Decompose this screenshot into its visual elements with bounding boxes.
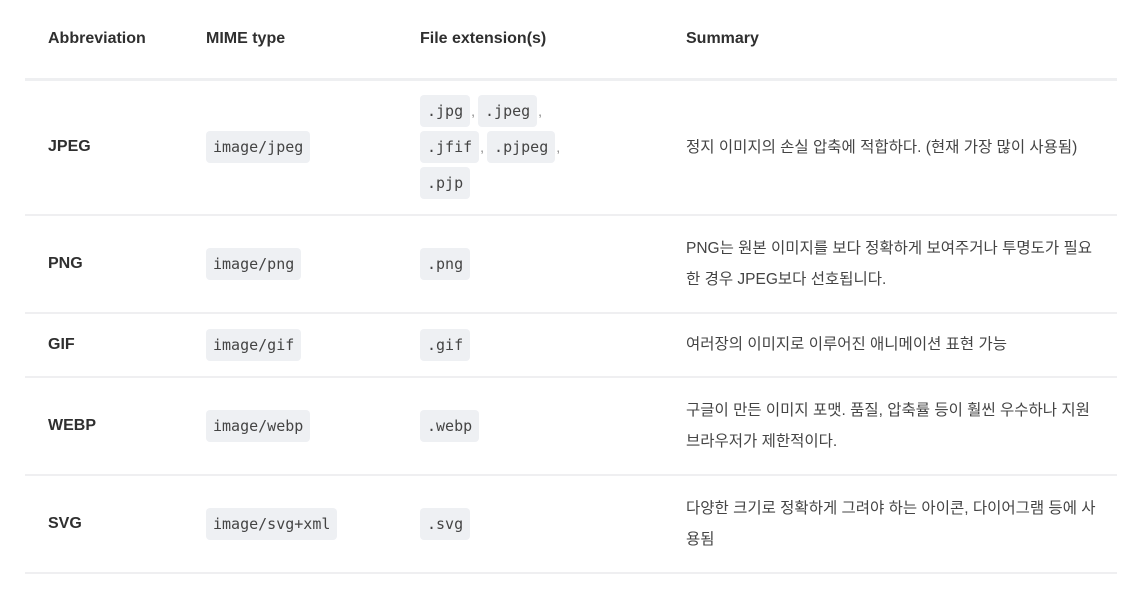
file-extensions-cell: .gif: [420, 312, 686, 378]
header-summary: Summary: [686, 0, 1117, 81]
mime-type-cell: image/gif: [206, 312, 420, 378]
file-extensions-cell: .svg: [420, 474, 686, 574]
file-extension-code: .jpg: [420, 95, 471, 128]
table-row: SVG image/svg+xml .svg 다양한 크기로 정확하게 그려야 …: [25, 474, 1117, 574]
summary-text: 정지 이미지의 손실 압축에 적합하다. (현재 가장 많이 사용됨): [686, 138, 1078, 156]
file-extension-code: .jpeg: [478, 95, 538, 128]
separator: ,: [556, 139, 561, 156]
header-file-extensions: File extension(s): [420, 0, 686, 81]
abbreviation-cell: JPEG: [25, 79, 206, 216]
abbreviation-cell: WEBP: [25, 376, 206, 476]
abbreviation-cell: GIF: [25, 312, 206, 378]
file-extension-code: .png: [420, 247, 471, 280]
mime-type-code: image/jpeg: [206, 131, 311, 164]
separator: ,: [538, 103, 543, 120]
mime-type-cell: image/svg+xml: [206, 474, 420, 574]
abbreviation-cell: PNG: [25, 214, 206, 314]
table-row: WEBP image/webp .webp 구글이 만든 이미지 포맷. 품질,…: [25, 376, 1117, 476]
summary-text: 구글이 만든 이미지 포맷. 품질, 압축률 등이 훨씬 우수하나 지원 브라우…: [686, 401, 1090, 450]
mime-type-cell: image/jpeg: [206, 79, 420, 216]
separator: ,: [480, 139, 485, 156]
summary-text: 여러장의 이미지로 이루어진 애니메이션 표현 가능: [686, 336, 1007, 353]
summary-cell: 구글이 만든 이미지 포맷. 품질, 압축률 등이 훨씬 우수하나 지원 브라우…: [686, 376, 1117, 476]
mime-type-code: image/gif: [206, 328, 302, 361]
table-row: PNG image/png .png PNG는 원본 이미지를 보다 정확하게 …: [25, 214, 1117, 314]
file-extension-code: .jfif: [420, 131, 480, 164]
mime-type-code: image/svg+xml: [206, 507, 338, 540]
abbreviation-cell: SVG: [25, 474, 206, 574]
file-extension-code: .pjpeg: [487, 131, 556, 164]
file-extension-code: .gif: [420, 328, 471, 361]
summary-cell: 정지 이미지의 손실 압축에 적합하다. (현재 가장 많이 사용됨): [686, 79, 1117, 216]
mime-type-cell: image/webp: [206, 376, 420, 476]
table-row: JPEG image/jpeg .jpg, .jpeg, .jfif, .pjpeg,…: [25, 79, 1117, 216]
mime-type-code: image/webp: [206, 409, 311, 442]
file-extension-code: .webp: [420, 409, 480, 442]
file-extension-code: .svg: [420, 507, 471, 540]
summary-text: 다양한 크기로 정확하게 그려야 하는 아이콘, 다이어그램 등에 사용됨: [686, 499, 1096, 548]
file-extensions-cell: .webp: [420, 376, 686, 476]
separator: ,: [471, 103, 476, 120]
summary-cell: 여러장의 이미지로 이루어진 애니메이션 표현 가능: [686, 312, 1117, 378]
header-mime-type: MIME type: [206, 0, 420, 81]
summary-cell: PNG는 원본 이미지를 보다 정확하게 보여주거나 투명도가 필요한 경우 J…: [686, 214, 1117, 314]
summary-cell: 다양한 크기로 정확하게 그려야 하는 아이콘, 다이어그램 등에 사용됨: [686, 474, 1117, 574]
file-extensions-cell: .jpg, .jpeg, .jfif, .pjpeg, .pjp: [420, 79, 686, 216]
table-row: GIF image/gif .gif 여러장의 이미지로 이루어진 애니메이션 …: [25, 312, 1117, 378]
file-extension-code: .pjp: [420, 167, 471, 200]
mime-types-table: Abbreviation MIME type File extension(s)…: [25, 0, 1117, 574]
file-extensions-cell: .png: [420, 214, 686, 314]
header-abbreviation: Abbreviation: [25, 0, 206, 81]
table-header-row: Abbreviation MIME type File extension(s)…: [25, 0, 1117, 81]
mime-type-cell: image/png: [206, 214, 420, 314]
summary-text: PNG는 원본 이미지를 보다 정확하게 보여주거나 투명도가 필요한 경우 J…: [686, 239, 1092, 288]
mime-type-code: image/png: [206, 247, 302, 280]
